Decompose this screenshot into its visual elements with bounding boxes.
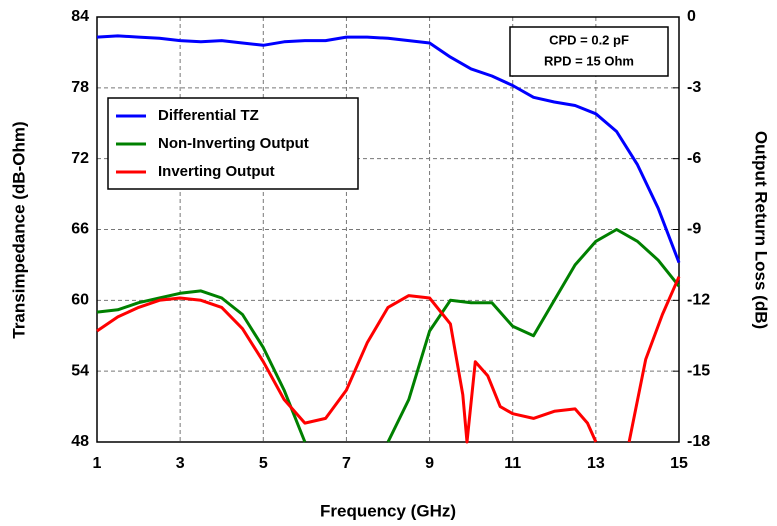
annotation: RPD = 15 Ohm (544, 53, 634, 68)
y-tick-label: 60 (71, 292, 89, 309)
data-line (627, 276, 681, 443)
legend-label: Differential TZ (158, 107, 259, 124)
x-tick-label: 9 (425, 455, 434, 472)
y2-tick-label: -9 (687, 221, 701, 238)
x-tick-label: 13 (587, 455, 605, 472)
data-line (96, 34, 681, 264)
legend-label: Inverting Output (158, 163, 275, 180)
x-tick-label: 7 (342, 455, 351, 472)
annotation: CPD = 0.2 pF (549, 32, 629, 47)
legend-box (107, 97, 359, 190)
y-tick-label: 48 (71, 433, 89, 450)
annotation-box (509, 26, 669, 77)
y2-tick-label: -12 (687, 292, 710, 309)
y2-tick-label: -18 (687, 433, 710, 450)
x-axis-label: Frequency (GHz) (320, 501, 456, 520)
legend-label: Non-Inverting Output (158, 135, 309, 152)
y-tick-label: 54 (71, 362, 89, 379)
data-line (96, 294, 598, 444)
data-line (386, 228, 681, 443)
x-tick-label: 1 (93, 455, 102, 472)
x-tick-label: 15 (670, 455, 688, 472)
x-tick-label: 5 (259, 455, 268, 472)
y-tick-label: 72 (71, 150, 89, 167)
y2-tick-label: 0 (687, 8, 696, 25)
y2-axis-label: Output Return Loss (dB) (752, 131, 771, 329)
x-tick-label: 3 (176, 455, 185, 472)
y2-tick-label: -3 (687, 79, 701, 96)
y2-tick-label: -15 (687, 362, 710, 379)
y2-tick-label: -6 (687, 150, 701, 167)
y-tick-label: 84 (71, 8, 89, 25)
data-line (96, 289, 307, 443)
y-tick-label: 78 (71, 79, 89, 96)
x-tick-label: 11 (504, 455, 521, 472)
y-axis-label: Transimpedance (dB-Ohm) (9, 121, 28, 338)
y-tick-label: 66 (71, 221, 89, 238)
